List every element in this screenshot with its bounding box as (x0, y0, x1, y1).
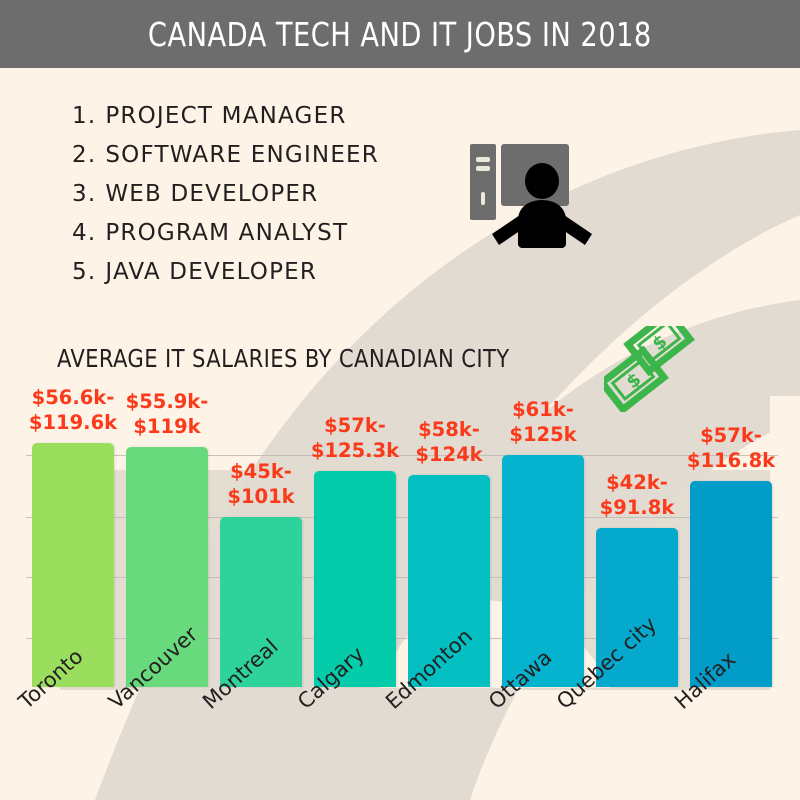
list-item-number: 2. (72, 142, 97, 168)
bar-value-label-line: $125k (509, 423, 577, 446)
x-axis-labels: Toronto Vancouver Montreal Calgary Edmon… (0, 612, 800, 800)
bar-value-label-line: $57k- (324, 414, 386, 437)
money-banknotes-icon: $ $ (597, 307, 716, 415)
bar-value-label-line: $56.6k- (31, 386, 115, 409)
bar-value-label: $42k- $91.8k (600, 470, 675, 520)
bar-value-label-line: $124k (415, 443, 483, 466)
bar-column-ottawa[interactable]: $61k- $125k (502, 396, 584, 687)
header-bar: Canada Tech and IT Jobs in 2018 (0, 0, 800, 68)
bar-value-label-line: $55.9k- (125, 390, 209, 413)
bar-column-calgary[interactable]: $57k- $125.3k (311, 396, 399, 687)
bar-rect[interactable] (502, 455, 584, 687)
list-item: 5. Java Developer (72, 259, 379, 298)
bar-value-label-line: $91.8k (599, 496, 675, 519)
chart-title: Average IT Salaries by Canadian City (57, 344, 510, 373)
bar-value-label: $61k- $125k (509, 397, 576, 447)
list-item: 3. Web Developer (72, 181, 379, 220)
bar-value-label: $57k- $116.8k (687, 423, 775, 473)
bar-value-label-line: $119k (133, 415, 201, 438)
bar-value-label-line: $45k- (230, 460, 292, 483)
bar-column-halifax[interactable]: $57k- $116.8k (687, 396, 775, 687)
bar-value-label-line: $101k (227, 485, 295, 508)
gridline (26, 455, 778, 456)
list-item-number: 3. (72, 181, 97, 207)
bar-column-quebec-city[interactable]: $42k- $91.8k (596, 396, 678, 687)
bar-value-label: $55.9k- $119k (126, 389, 209, 439)
list-item-number: 5. (72, 259, 97, 285)
bar-value-label-line: $57k- (700, 424, 762, 447)
top-jobs-list: 1. Project Manager 2. Software Engineer … (72, 103, 379, 298)
bar-rect[interactable] (220, 517, 302, 687)
bar-column-montreal[interactable]: $45k- $101k (220, 396, 302, 687)
gridline (26, 517, 778, 518)
gridline (26, 638, 778, 639)
list-item: 4. Program Analyst (72, 220, 379, 259)
bar-rect[interactable] (126, 447, 208, 687)
list-item-number: 4. (72, 220, 97, 246)
list-item-label: Project Manager (105, 103, 347, 129)
bar-value-label: $57k- $125.3k (311, 413, 399, 463)
bar-value-label-line: $61k- (512, 398, 574, 421)
salary-bar-chart: $56.6k- $119.6k $55.9k- $119k $45k- (0, 386, 800, 696)
bar-rect[interactable] (314, 471, 396, 687)
bar-rect[interactable] (32, 443, 114, 687)
list-item: 2. Software Engineer (72, 142, 379, 181)
page-title: Canada Tech and IT Jobs in 2018 (148, 14, 652, 54)
bar-rect[interactable] (690, 481, 772, 687)
bar-value-label-line: $116.8k (686, 449, 776, 472)
bar-group: $56.6k- $119.6k $55.9k- $119k $45k- (29, 386, 775, 687)
list-item-label: Software Engineer (105, 142, 379, 168)
bar-value-label: $58k- $124k (415, 417, 482, 467)
bar-value-label-line: $58k- (418, 418, 480, 441)
list-item-label: Web Developer (105, 181, 319, 207)
bar-value-label: $56.6k- $119.6k (29, 385, 117, 435)
list-item-label: Program Analyst (105, 220, 349, 246)
list-item: 1. Project Manager (72, 103, 379, 142)
bar-value-label: $45k- $101k (227, 459, 294, 509)
plot-area: $56.6k- $119.6k $55.9k- $119k $45k- (26, 386, 778, 687)
bar-value-label-line: $119.6k (28, 411, 118, 434)
bar-value-label-line: $125.3k (310, 439, 400, 462)
bar-column-vancouver[interactable]: $55.9k- $119k (126, 390, 208, 687)
computer-user-icon (470, 140, 620, 250)
list-item-label: Java Developer (105, 259, 318, 285)
bar-rect[interactable] (408, 475, 490, 687)
bar-column-edmonton[interactable]: $58k- $124k (408, 396, 490, 687)
bar-rect[interactable] (596, 528, 678, 687)
gridline (26, 577, 778, 578)
bar-value-label-line: $42k- (606, 471, 668, 494)
bar-column-toronto[interactable]: $56.6k- $119.6k (29, 386, 117, 687)
list-item-number: 1. (72, 103, 97, 129)
